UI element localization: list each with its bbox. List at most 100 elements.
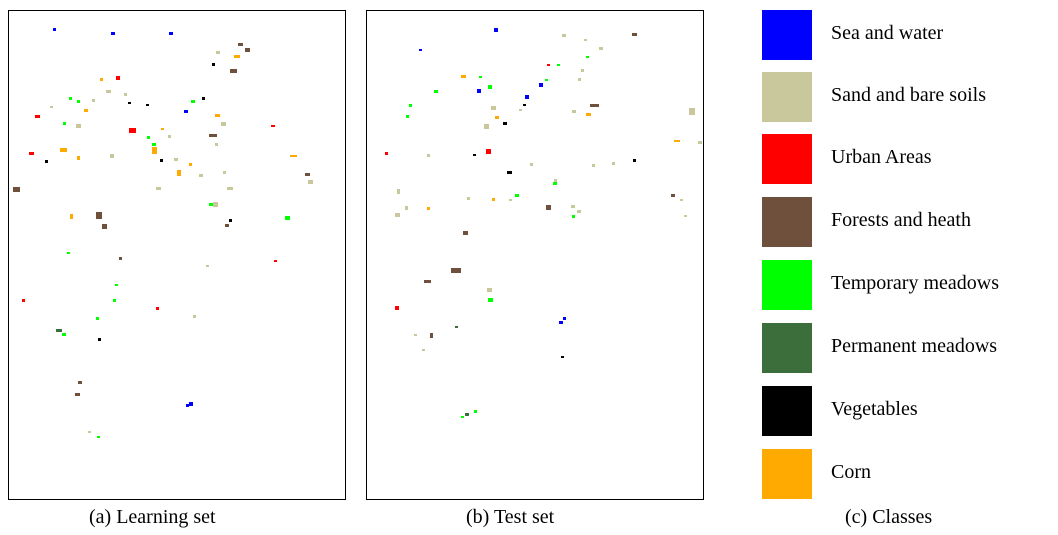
labelled-sample-patch [177,170,181,176]
labelled-sample-patch [461,416,464,418]
labelled-sample-patch [161,128,164,130]
labelled-sample-patch [578,78,581,81]
legend-swatch [762,323,812,373]
labelled-sample-patch [70,214,73,219]
labelled-sample-patch [35,115,40,118]
labelled-sample-patch [156,307,159,310]
labelled-sample-patch [554,179,557,182]
labelled-sample-patch [684,215,687,217]
labelled-sample-patch [113,299,116,302]
labelled-sample-patch [592,164,595,167]
legend-label: Sand and bare soils [831,84,986,106]
labelled-sample-patch [215,143,218,146]
labelled-sample-patch [77,156,80,160]
labelled-sample-patch [146,104,149,106]
labelled-sample-patch [75,393,80,396]
labelled-sample-patch [451,268,461,273]
labelled-sample-patch [546,205,551,210]
labelled-sample-patch [88,431,91,433]
labelled-sample-patch [50,106,53,108]
classes-caption: (c) Classes [845,506,933,528]
legend-label: Vegetables [831,398,918,420]
labelled-sample-patch [559,321,563,324]
legend-label: Urban Areas [831,146,932,168]
labelled-sample-patch [186,404,189,407]
labelled-sample-patch [216,51,220,54]
legend-swatch [762,134,812,184]
legend-swatch [762,260,812,310]
labelled-sample-patch [245,48,250,52]
labelled-sample-patch [229,219,232,222]
labelled-sample-patch [102,224,107,229]
labelled-sample-patch [76,124,81,128]
labelled-sample-patch [455,326,458,328]
learning-set-pixels [13,28,313,438]
legend-label: Corn [831,461,871,483]
labelled-sample-patch [191,100,195,103]
labelled-sample-patch [152,147,157,154]
labelled-sample-patch [174,158,178,161]
labelled-sample-patch [305,173,310,176]
labelled-sample-patch [29,152,34,155]
labelled-sample-patch [98,338,101,341]
labelled-sample-patch [77,100,80,103]
labelled-sample-patch [271,125,275,127]
labelled-sample-patch [547,64,550,66]
labelled-sample-patch [572,215,575,218]
labelled-sample-patch [671,194,675,197]
labelled-sample-patch [590,104,599,107]
labelled-sample-patch [234,55,240,58]
labelled-sample-patch [199,174,203,177]
labelled-sample-patch [427,154,430,157]
labelled-sample-patch [397,189,400,194]
learning-set-map [8,10,346,500]
labelled-sample-patch [465,413,469,416]
labelled-sample-patch [385,152,388,155]
labelled-sample-patch [545,79,548,81]
labelled-sample-patch [479,76,482,78]
labelled-sample-patch [525,95,529,99]
labelled-sample-patch [406,115,409,118]
labelled-sample-patch [223,171,226,174]
legend-swatch [762,72,812,122]
labelled-sample-patch [129,128,136,133]
labelled-sample-patch [106,90,111,93]
labelled-sample-patch [119,257,122,260]
labelled-sample-patch [632,33,637,36]
labelled-sample-patch [419,49,422,51]
labelled-sample-patch [553,182,557,185]
legend-label: Temporary meadows [831,272,999,294]
labelled-sample-patch [156,187,161,190]
labelled-sample-patch [63,122,66,125]
labelled-sample-patch [96,317,99,320]
labelled-sample-patch [128,102,131,104]
labelled-sample-patch [563,317,566,320]
labelled-sample-patch [577,210,581,213]
labelled-sample-patch [184,110,188,113]
test-set-caption: (b) Test set [466,506,555,528]
labelled-sample-patch [612,162,615,165]
labelled-sample-patch [422,349,425,351]
labelled-sample-patch [97,436,100,438]
labelled-sample-patch [507,171,512,174]
labelled-sample-patch [193,315,196,318]
labelled-sample-patch [515,194,519,197]
labelled-sample-patch [599,47,603,50]
legend-label: Permanent meadows [831,335,998,357]
labelled-sample-patch [168,135,171,138]
labelled-sample-patch [215,114,220,117]
learning-set-caption: (a) Learning set [89,506,216,528]
labelled-sample-patch [308,180,313,184]
labelled-sample-patch [523,104,526,106]
labelled-sample-patch [571,205,575,208]
labelled-sample-patch [206,265,209,267]
labelled-sample-patch [221,122,226,126]
labelled-sample-patch [189,163,192,166]
labelled-sample-patch [395,213,400,217]
labelled-sample-patch [495,116,499,119]
labelled-sample-patch [96,212,102,219]
labelled-sample-patch [53,28,56,31]
labelled-sample-patch [69,97,72,100]
test-set-pixels [385,28,702,418]
labelled-sample-patch [562,34,566,37]
